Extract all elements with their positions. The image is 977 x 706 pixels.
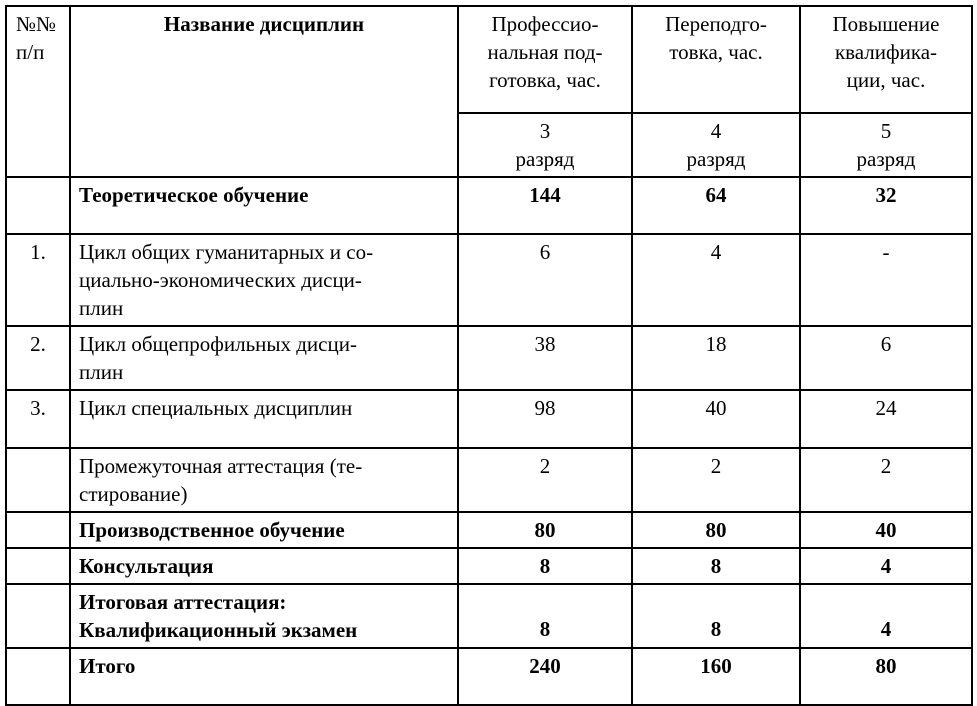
professional-hours-cell: 8 (457, 547, 633, 585)
table-row-theoretical-training: Теоретическое обучение 144 64 32 (5, 176, 973, 235)
discipline-name-cell: Теоретическое обучение (69, 176, 459, 235)
table-row-general-profile-cycle: 2. Цикл общепрофильных дисци- плин 38 18… (5, 325, 973, 391)
professional-hours-cell: 240 (457, 647, 633, 706)
subheader-grade-5: 5 разряд (799, 112, 973, 178)
retraining-hours-cell: 8 (631, 547, 801, 585)
retraining-hours-cell: 64 (631, 176, 801, 235)
row-number-cell (5, 547, 71, 585)
discipline-name-cell: Производственное обучение (69, 511, 459, 549)
professional-hours-cell: 2 (457, 447, 633, 513)
row-number-cell (5, 176, 71, 235)
row-number-cell: 2. (5, 325, 71, 391)
discipline-name-cell: Цикл специальных дисциплин (69, 389, 459, 449)
professional-hours-cell: 8 (457, 583, 633, 649)
header-row-number: №№ п/п (5, 5, 71, 178)
table-row-intermediate-assessment: Промежуточная аттестация (те- стирование… (5, 447, 973, 513)
professional-hours-cell: 98 (457, 389, 633, 449)
discipline-name-cell: Цикл общих гуманитарных и со- циально-эк… (69, 233, 459, 327)
discipline-name-cell: Итого (69, 647, 459, 706)
professional-hours-cell: 144 (457, 176, 633, 235)
row-number-cell (5, 583, 71, 649)
curriculum-hours-table: №№ п/п Название дисциплин Профессио- нал… (5, 5, 973, 706)
retraining-hours-cell: 2 (631, 447, 801, 513)
row-number-cell (5, 647, 71, 706)
table-row-practical-training: Производственное обучение 80 80 40 (5, 511, 973, 549)
upgrade-hours-cell: 4 (799, 547, 973, 585)
retraining-hours-cell: 40 (631, 389, 801, 449)
subheader-grade-4: 4 разряд (631, 112, 801, 178)
professional-hours-cell: 80 (457, 511, 633, 549)
upgrade-hours-cell: - (799, 233, 973, 327)
upgrade-hours-cell: 2 (799, 447, 973, 513)
retraining-hours-cell: 18 (631, 325, 801, 391)
retraining-hours-cell: 4 (631, 233, 801, 327)
upgrade-hours-cell: 32 (799, 176, 973, 235)
professional-hours-cell: 6 (457, 233, 633, 327)
retraining-hours-cell: 8 (631, 583, 801, 649)
upgrade-hours-cell: 6 (799, 325, 973, 391)
subheader-grade-3: 3 разряд (457, 112, 633, 178)
discipline-name-cell: Промежуточная аттестация (те- стирование… (69, 447, 459, 513)
retraining-hours-cell: 160 (631, 647, 801, 706)
table-row-consultation: Консультация 8 8 4 (5, 547, 973, 585)
header-discipline-name: Название дисциплин (69, 5, 459, 178)
header-professional-training: Профессио- нальная под- готовка, час. (457, 5, 633, 114)
upgrade-hours-cell: 80 (799, 647, 973, 706)
upgrade-hours-cell: 40 (799, 511, 973, 549)
row-number-cell (5, 511, 71, 549)
row-number-cell (5, 447, 71, 513)
retraining-hours-cell: 80 (631, 511, 801, 549)
row-number-cell: 3. (5, 389, 71, 449)
table-row-humanities-cycle: 1. Цикл общих гуманитарных и со- циально… (5, 233, 973, 327)
discipline-name-cell: Итоговая аттестация: Квалификационный эк… (69, 583, 459, 649)
row-number-cell: 1. (5, 233, 71, 327)
table-row-final-assessment: Итоговая аттестация: Квалификационный эк… (5, 583, 973, 649)
discipline-name-cell: Цикл общепрофильных дисци- плин (69, 325, 459, 391)
upgrade-hours-cell: 24 (799, 389, 973, 449)
professional-hours-cell: 38 (457, 325, 633, 391)
discipline-name-cell: Консультация (69, 547, 459, 585)
upgrade-hours-cell: 4 (799, 583, 973, 649)
table-row-special-disciplines-cycle: 3. Цикл специальных дисциплин 98 40 24 (5, 389, 973, 449)
table-row-total: Итого 240 160 80 (5, 647, 973, 706)
header-qualification-upgrade: Повышение квалифика- ции, час. (799, 5, 973, 114)
header-retraining: Переподго- товка, час. (631, 5, 801, 114)
